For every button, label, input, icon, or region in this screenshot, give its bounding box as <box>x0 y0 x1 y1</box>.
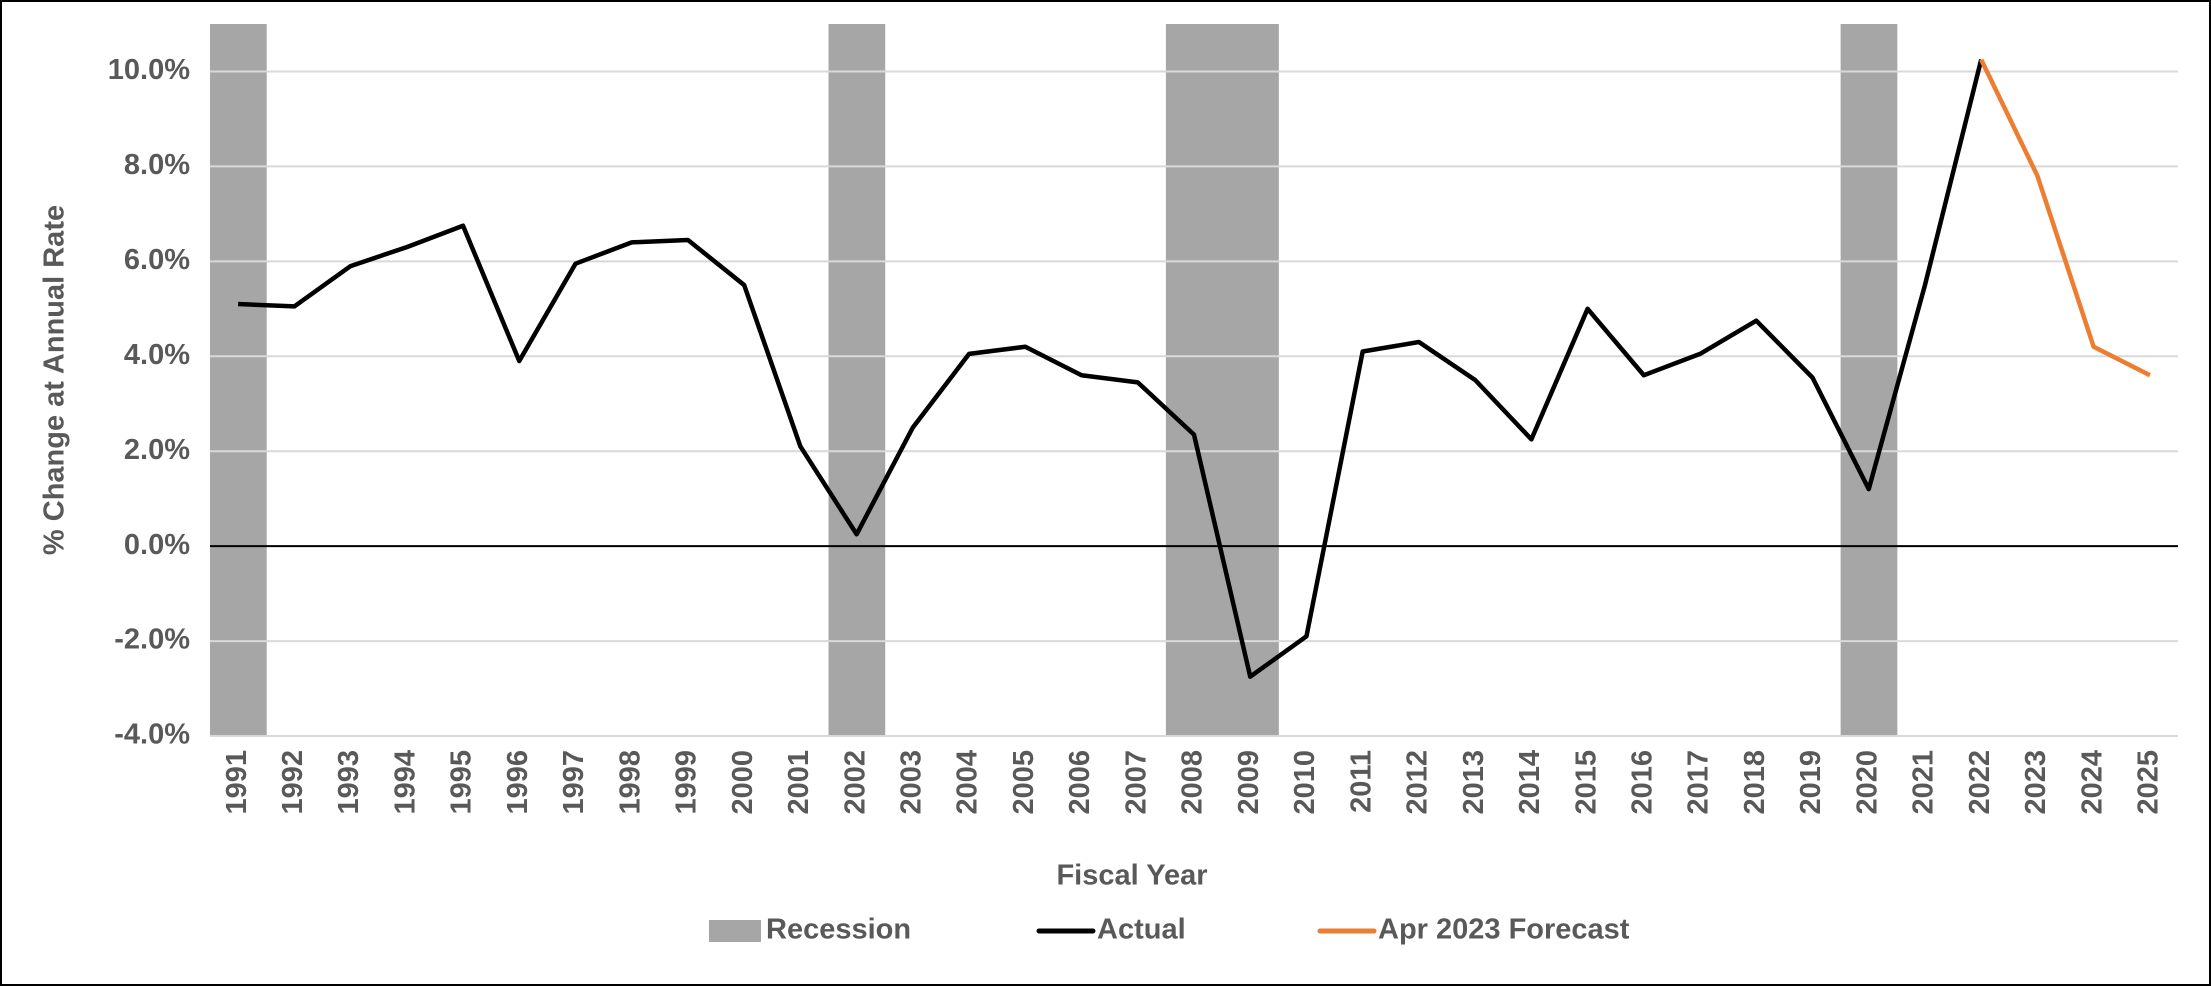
x-tick-label: 2002 <box>839 750 871 815</box>
x-tick-label: 2011 <box>1345 750 1377 813</box>
x-tick-label: 1998 <box>614 750 646 815</box>
y-tick-label: 8.0% <box>124 149 190 181</box>
x-tick-label: 2001 <box>783 750 815 815</box>
y-tick-label: 6.0% <box>124 244 190 276</box>
x-tick-label: 1999 <box>671 750 703 815</box>
x-tick-label: 2025 <box>2133 750 2165 815</box>
x-tick-label: 2014 <box>1514 750 1546 815</box>
recession-band <box>828 24 886 736</box>
x-tick-label: 2010 <box>1289 750 1321 815</box>
x-tick-label: 2020 <box>1851 750 1883 815</box>
x-tick-label: 1996 <box>502 750 534 815</box>
x-tick-label: 1995 <box>446 750 478 815</box>
y-axis-title: % Change at Annual Rate <box>39 205 71 555</box>
x-tick-label: 2019 <box>1795 750 1827 815</box>
y-tick-label: 2.0% <box>124 434 190 466</box>
x-tick-label: 2004 <box>952 750 984 815</box>
x-tick-label: 2008 <box>1177 750 1209 815</box>
x-tick-label: 2006 <box>1064 750 1096 815</box>
x-tick-label: 2021 <box>1908 750 1940 815</box>
x-tick-label: 2013 <box>1458 750 1490 815</box>
y-tick-label: 10.0% <box>108 54 190 86</box>
x-tick-label: 2016 <box>1626 750 1658 815</box>
x-tick-label: 2007 <box>1120 750 1152 815</box>
line-series <box>238 59 1984 679</box>
y-tick-label: 0.0% <box>124 529 190 561</box>
line-series <box>1979 58 2151 378</box>
x-tick-label: 2012 <box>1402 750 1434 815</box>
x-tick-label: 2015 <box>1570 750 1602 815</box>
legend-label: Apr 2023 Forecast <box>1378 914 1630 946</box>
x-axis-title: Fiscal Year <box>1056 860 1207 892</box>
x-tick-label: 1992 <box>277 750 309 815</box>
x-tick-label: 2018 <box>1739 750 1771 815</box>
x-tick-label: 2005 <box>1008 750 1040 815</box>
recession-band <box>1840 24 1898 736</box>
y-tick-label: 4.0% <box>124 339 190 371</box>
x-tick-label: 2000 <box>727 750 759 815</box>
x-tick-label: 2017 <box>1683 750 1715 815</box>
x-tick-label: 2022 <box>1964 750 1996 815</box>
x-tick-label: 1994 <box>389 750 421 815</box>
x-tick-label: 2009 <box>1233 750 1265 815</box>
x-tick-label: 2023 <box>2020 750 2052 815</box>
x-tick-label: 1997 <box>558 750 590 815</box>
recession-band <box>210 24 267 736</box>
recession-band <box>1222 24 1279 736</box>
legend-label: Actual <box>1097 914 1186 946</box>
y-tick-label: -4.0% <box>114 719 190 751</box>
x-tick-label: 1991 <box>221 750 253 815</box>
x-tick-label: 2024 <box>2076 750 2108 815</box>
legend-swatch <box>709 920 761 942</box>
y-tick-label: -2.0% <box>114 624 190 656</box>
legend-label: Recession <box>766 914 911 946</box>
x-tick-label: 2003 <box>896 750 928 815</box>
x-tick-label: 1993 <box>333 750 365 815</box>
recession-band <box>1165 24 1223 736</box>
